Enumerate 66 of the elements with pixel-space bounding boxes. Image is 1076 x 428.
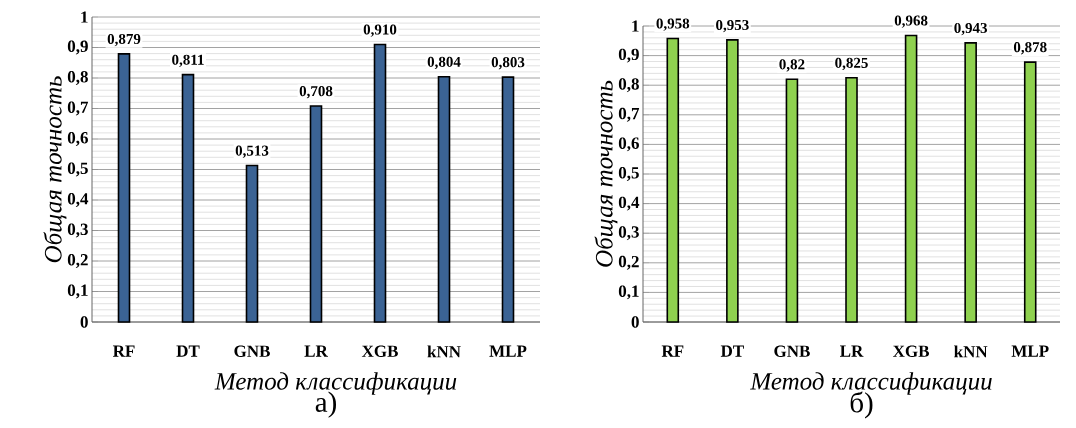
- x-tick-label: kNN: [954, 345, 988, 358]
- bar: [785, 78, 799, 323]
- y-tick-label: 0,5: [618, 167, 639, 181]
- bar: [245, 164, 259, 323]
- data-label: 0,943: [954, 22, 988, 36]
- bar: [666, 37, 680, 323]
- bar: [1023, 61, 1037, 323]
- y-tick-label: 0,8: [67, 71, 88, 85]
- y-axis-title: Общая точность: [594, 80, 618, 267]
- y-tick-label: 0: [631, 316, 639, 328]
- y-tick-label: 0,6: [67, 132, 88, 146]
- y-tick-label: 1: [632, 20, 639, 32]
- y-tick-label: 0,1: [618, 285, 639, 300]
- y-tick-label: 0,4: [67, 193, 89, 207]
- y-tick-label: 0,9: [618, 48, 639, 63]
- bar: [501, 76, 515, 323]
- x-tick-label: MLP: [489, 345, 527, 357]
- y-tick-label: 1: [81, 11, 88, 23]
- y-tick-label: 0: [80, 316, 88, 328]
- y-tick-label: 0,7: [618, 107, 640, 122]
- bar: [117, 53, 131, 323]
- bar: [181, 73, 195, 323]
- x-tick-label: DT: [720, 345, 744, 357]
- data-label: 0,811: [172, 54, 204, 67]
- y-tick-label: 0,2: [67, 254, 88, 268]
- x-tick-label: XGB: [361, 345, 398, 357]
- data-label: 0,803: [491, 57, 525, 70]
- x-tick-label: LR: [304, 345, 328, 357]
- y-axis-title: Общая точность: [43, 76, 67, 263]
- data-label: 0,958: [656, 18, 690, 31]
- bar: [437, 75, 451, 323]
- data-label: 0,82: [779, 59, 805, 72]
- y-tick-label: 0,7: [67, 101, 89, 116]
- x-tick-label: RF: [112, 345, 135, 357]
- bar: [726, 39, 739, 323]
- data-label: 0,513: [235, 145, 269, 158]
- x-tick-label: MLP: [1011, 345, 1049, 357]
- data-label: 0,953: [716, 19, 749, 33]
- data-label: 0,708: [299, 86, 333, 99]
- data-label: 0,804: [427, 56, 461, 70]
- bar: [373, 43, 387, 323]
- data-label: 0,878: [1013, 42, 1047, 55]
- x-tick-label: RF: [661, 345, 684, 357]
- x-tick-label: GNB: [774, 345, 810, 357]
- y-tick-label: 0,4: [618, 196, 640, 211]
- y-tick-label: 0,8: [618, 78, 639, 93]
- y-tick-label: 0,6: [618, 137, 639, 152]
- data-label: 0,910: [363, 24, 397, 37]
- data-label: 0,879: [107, 33, 141, 47]
- x-tick-label: GNB: [234, 345, 270, 357]
- y-tick-label: 0,5: [67, 162, 88, 177]
- y-tick-label: 0,1: [67, 284, 88, 299]
- bar: [845, 77, 858, 323]
- y-tick-label: 0,9: [67, 40, 88, 55]
- y-tick-label: 0,3: [67, 223, 88, 238]
- bar: [904, 34, 918, 323]
- x-tick-label: LR: [840, 345, 864, 357]
- bar: [964, 42, 977, 323]
- x-tick-label: kNN: [427, 345, 461, 358]
- x-tick-label: DT: [176, 345, 200, 357]
- y-tick-label: 0,3: [618, 226, 639, 241]
- y-tick-label: 0,2: [618, 255, 639, 270]
- x-tick-label: XGB: [892, 345, 930, 357]
- data-label: 0,968: [894, 15, 928, 28]
- data-label: 0,825: [835, 57, 868, 71]
- bar: [309, 105, 323, 323]
